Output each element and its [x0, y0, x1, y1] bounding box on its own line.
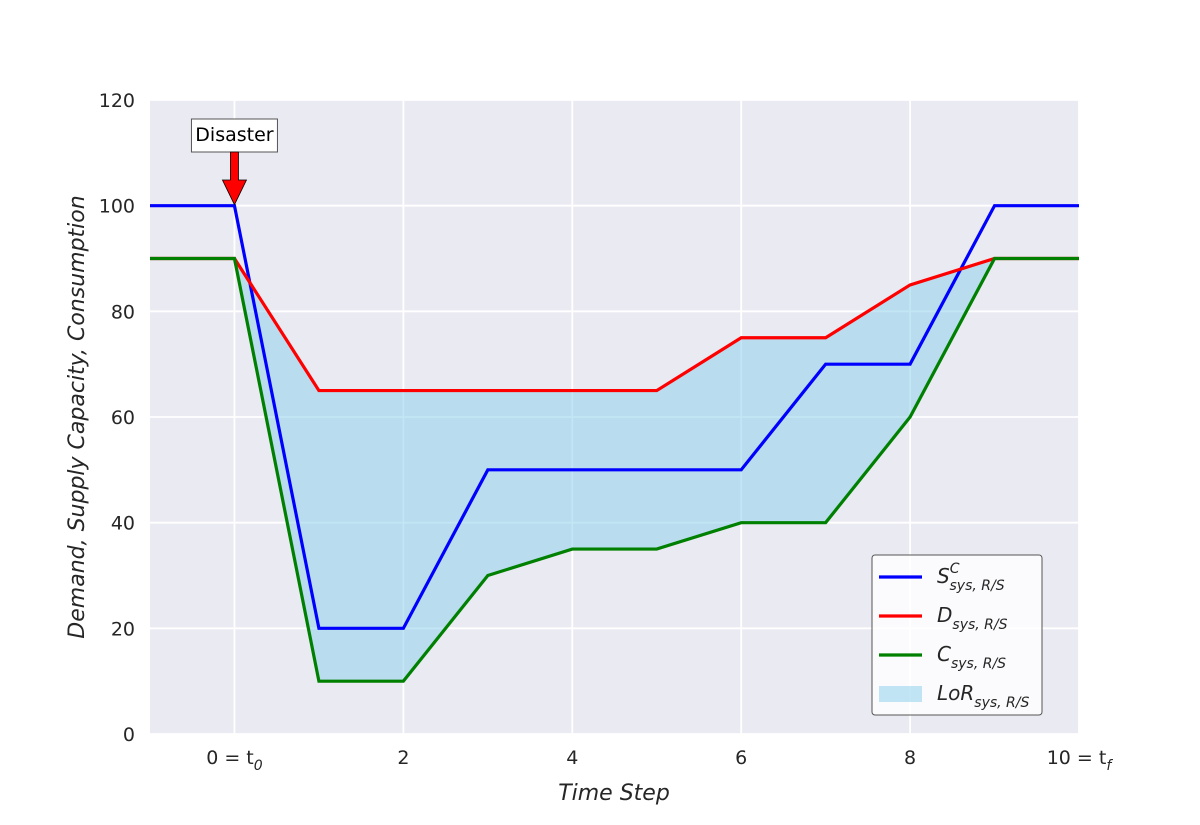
lines-layer: [150, 204, 1079, 683]
y-tick-label-0: 0: [123, 724, 135, 746]
series-line-s-sys-r-s: [150, 204, 1079, 630]
legend-box: [871, 554, 1043, 716]
series-line-c-sys-r-s: [150, 256, 1079, 683]
series-line-d-sys-r-s: [150, 256, 1079, 393]
y-tick-label-80: 80: [111, 301, 135, 323]
x-tick-label-0: 0 = t0: [206, 747, 263, 774]
y-tick-label-100: 100: [99, 196, 135, 218]
x-tick-label-10: 10 = tf: [1047, 747, 1114, 774]
y-tick-label-20: 20: [111, 618, 135, 640]
y-axis-ticks: 0 20 40 60 80 100 120: [99, 90, 135, 746]
x-tick-label-2: 2: [397, 747, 409, 769]
annotation-text: Disaster: [195, 124, 273, 146]
y-tick-label-60: 60: [111, 407, 135, 429]
annotation-box: [190, 118, 278, 153]
legend-label-lor: LoRsys, R/S: [937, 681, 1029, 711]
legend-label-d: Dsys, R/S: [937, 603, 1008, 633]
x-tick-label-6: 6: [735, 747, 747, 769]
legend: SC sys, R/S Dsys, R/S Csys, R/S LoRsys, R/S: [871, 554, 1043, 716]
x-axis-ticks: 0 = t0 2 4 6 8 10 = tf: [206, 747, 1113, 774]
y-axis-label: Demand, Supply Capacity, Consumption: [65, 195, 90, 638]
x-tick-label-8: 8: [904, 747, 916, 769]
legend-label-c: Csys, R/S: [937, 642, 1006, 672]
x-tick-label-4: 4: [566, 747, 578, 769]
disaster-annotation: Disaster: [190, 118, 278, 206]
disaster-arrow: [221, 151, 248, 206]
legend-swatch-lor: [879, 686, 922, 702]
y-tick-label-40: 40: [111, 513, 135, 535]
x-axis-label: Time Step: [558, 781, 670, 806]
y-tick-label-120: 120: [99, 90, 135, 112]
legend-label-s: SC sys, R/S: [937, 561, 1005, 594]
